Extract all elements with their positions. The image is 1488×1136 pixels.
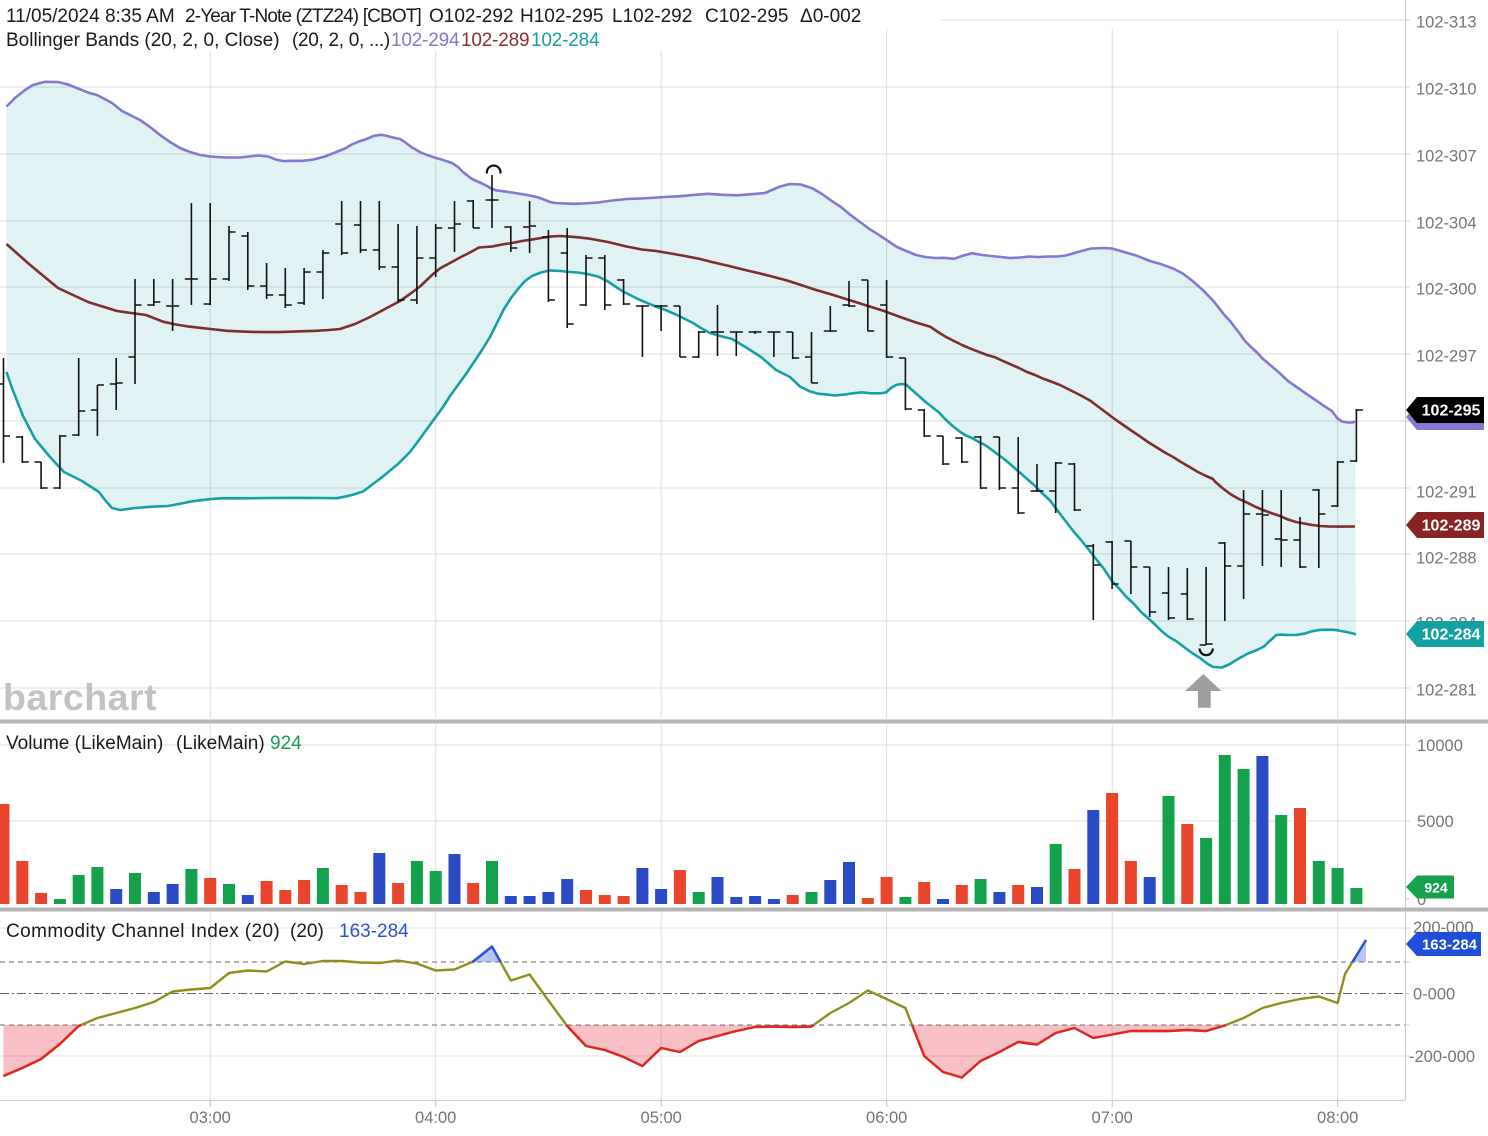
svg-text:102-304: 102-304	[1416, 215, 1477, 233]
svg-text:05:00: 05:00	[641, 1109, 682, 1127]
svg-text:102-300: 102-300	[1416, 281, 1477, 299]
svg-text:07:00: 07:00	[1092, 1109, 1133, 1127]
svg-text:Bollinger Bands (20, 2, 0, Clo: Bollinger Bands (20, 2, 0, Close) (20, 2,…	[6, 30, 600, 51]
svg-text:102-281: 102-281	[1416, 682, 1477, 700]
svg-text:-200-000: -200-000	[1409, 1048, 1475, 1066]
svg-text:102-295: 102-295	[1422, 403, 1481, 420]
svg-text:102-297: 102-297	[1416, 348, 1477, 366]
svg-text:06:00: 06:00	[866, 1109, 907, 1127]
svg-text:0: 0	[1417, 891, 1426, 909]
svg-text:102-288: 102-288	[1416, 550, 1477, 568]
svg-text:03:00: 03:00	[190, 1109, 231, 1127]
svg-text:barchart: barchart	[3, 676, 157, 718]
svg-text:5000: 5000	[1417, 813, 1454, 831]
svg-text:10000: 10000	[1417, 737, 1463, 755]
svg-text:102-284: 102-284	[1422, 627, 1481, 644]
svg-text:Volume (LikeMain)(LikeMain)924: Volume (LikeMain) (LikeMain) 924	[6, 733, 302, 754]
svg-text:11/05/2024 8:35 AM2-Year T-Not: 11/05/2024 8:35 AM 2-Year T-Note (ZTZ24) …	[6, 6, 861, 27]
svg-text:163-284: 163-284	[1422, 937, 1478, 954]
svg-text:102-291: 102-291	[1416, 484, 1477, 502]
svg-text:0-000: 0-000	[1413, 986, 1455, 1004]
svg-text:102-313: 102-313	[1416, 14, 1477, 32]
svg-text:Commodity Channel Index (20)(2: Commodity Channel Index (20) (20) 163-284	[6, 921, 409, 942]
svg-text:924: 924	[1424, 880, 1448, 896]
svg-text:04:00: 04:00	[415, 1109, 456, 1127]
svg-text:102-310: 102-310	[1416, 81, 1477, 99]
svg-text:08:00: 08:00	[1317, 1109, 1358, 1127]
svg-text:102-307: 102-307	[1416, 148, 1477, 166]
svg-text:102-289: 102-289	[1422, 518, 1481, 535]
